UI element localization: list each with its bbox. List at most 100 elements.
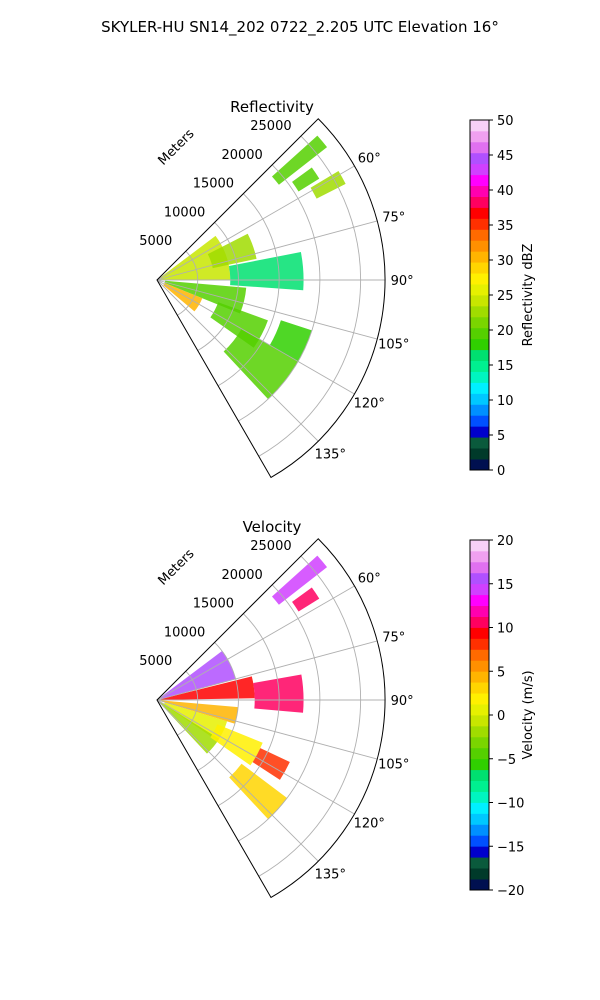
velocity-polar-plot: 5000 10000 15000 20000 25000 60° 75° 90° 105° 120… [139, 538, 414, 899]
echo-region [163, 283, 203, 312]
colorbar-segment [470, 393, 489, 405]
colorbar-segment [470, 448, 489, 460]
echo-region [271, 135, 328, 185]
echo-region [292, 587, 320, 612]
colorbar-segment [470, 371, 489, 383]
azimuth-gridline [156, 165, 355, 281]
colorbar-segment [470, 349, 489, 362]
colorbar-segment [470, 185, 489, 197]
colorbar-segment [470, 616, 489, 628]
colorbar-segment [470, 426, 489, 438]
colorbar-segment [470, 415, 489, 427]
figure-title: SKYLER-HU SN14_202 0722_2.205 UTC Elevat… [101, 18, 499, 37]
colorbar-tick-label: 30 [497, 254, 514, 269]
colorbar-segment [470, 338, 489, 351]
azimuth-gridline [156, 220, 378, 281]
colorbar-segment [470, 141, 489, 154]
echo-region [160, 676, 255, 700]
colorbar-segment [470, 561, 489, 574]
colorbar-label: Velocity (m/s) [521, 670, 536, 759]
echo-region [271, 555, 328, 605]
colorbar-tick-label: 10 [497, 394, 514, 409]
colorbar-tick-label: −5 [497, 753, 516, 768]
colorbar-segment [470, 207, 489, 219]
echo-region [210, 724, 263, 766]
colorbar-segment [470, 404, 489, 416]
colorbar-segment [470, 813, 489, 825]
colorbar-segment [470, 660, 489, 672]
sector-outline [156, 118, 386, 479]
azimuth-gridline [156, 585, 355, 701]
colorbar-segment [470, 846, 489, 858]
reflectivity-panel: Reflectivity 5000 10000 15000 20000 25000 60°… [139, 98, 536, 479]
colorbar-segment [470, 736, 489, 749]
azimuth-gridline [156, 699, 319, 862]
radial-tick-label: 25000 [250, 539, 291, 554]
colorbar-segment [470, 130, 489, 143]
echo-region [253, 674, 304, 713]
colorbar-segment [470, 693, 489, 705]
colorbar-segment [470, 152, 489, 165]
colorbar-segment [470, 262, 489, 274]
colorbar-segment [470, 273, 489, 285]
colorbar-segment [470, 327, 489, 340]
colorbar-segment [470, 824, 489, 836]
azimuth-gridline [156, 640, 378, 701]
colorbar-segment [470, 583, 489, 596]
colorbar-segment [470, 295, 489, 307]
colorbar-segment [470, 550, 489, 563]
azimuth-gridline [156, 279, 319, 442]
colorbar-tick-label: 20 [497, 534, 514, 549]
colorbar-segment [470, 540, 489, 552]
colorbar-segment [470, 572, 489, 585]
colorbar-segment [470, 251, 489, 263]
colorbar-tick-label: 25 [497, 289, 514, 304]
colorbar-segment [470, 229, 489, 241]
panel-title: Velocity [243, 518, 302, 536]
azimuth-tick-label: 135° [315, 447, 346, 462]
echo-region [228, 252, 304, 291]
range-ring [177, 250, 199, 316]
echo-region [159, 702, 220, 754]
colorbar-tick-label: 5 [497, 429, 505, 444]
colorbar-segment [470, 594, 489, 607]
colorbar-tick-label: 35 [497, 219, 514, 234]
colorbar-tick-label: 40 [497, 184, 514, 199]
colorbar-segment [470, 437, 489, 449]
colorbar-segment [470, 857, 489, 869]
colorbar-segment [470, 627, 489, 639]
radial-tick-label: 10000 [164, 625, 205, 640]
colorbar-segment [470, 791, 489, 803]
colorbar-segment [470, 360, 489, 372]
colorbar-segment [470, 163, 489, 176]
range-ring [197, 642, 239, 771]
colorbar-segment [470, 240, 489, 252]
colorbar-segment [470, 682, 489, 694]
radial-tick-label: 5000 [139, 654, 172, 669]
azimuth-tick-label: 60° [358, 571, 381, 586]
reflectivity-colorbar: 0 5 10 15 20 25 30 35 40 45 50 [469, 114, 514, 479]
colorbar-tick-label: 15 [497, 578, 514, 593]
colorbar-tick-label: 45 [497, 149, 514, 164]
colorbar-segment [470, 725, 489, 738]
colorbar-tick-label: 10 [497, 622, 514, 637]
echo-region [207, 233, 257, 269]
colorbar-segment [470, 769, 489, 782]
colorbar-segment [470, 747, 489, 760]
range-ring [217, 193, 280, 387]
colorbar-segment [470, 715, 489, 727]
colorbar-segment [470, 605, 489, 617]
colorbar-segment [470, 196, 489, 208]
azimuth-tick-label: 120° [354, 397, 385, 412]
colorbar-segment [470, 649, 489, 661]
echo-region [292, 167, 320, 192]
radial-tick-label: 10000 [164, 205, 205, 220]
colorbar-tick-label: −15 [497, 840, 524, 855]
colorbar-segment [470, 802, 489, 814]
azimuth-tick-label: 60° [358, 151, 381, 166]
range-ring [217, 613, 280, 807]
azimuth-tick-label: 75° [382, 631, 405, 646]
colorbar-tick-label: −20 [497, 884, 524, 899]
colorbar-segment [470, 120, 489, 132]
azimuth-tick-label: 105° [378, 337, 409, 352]
